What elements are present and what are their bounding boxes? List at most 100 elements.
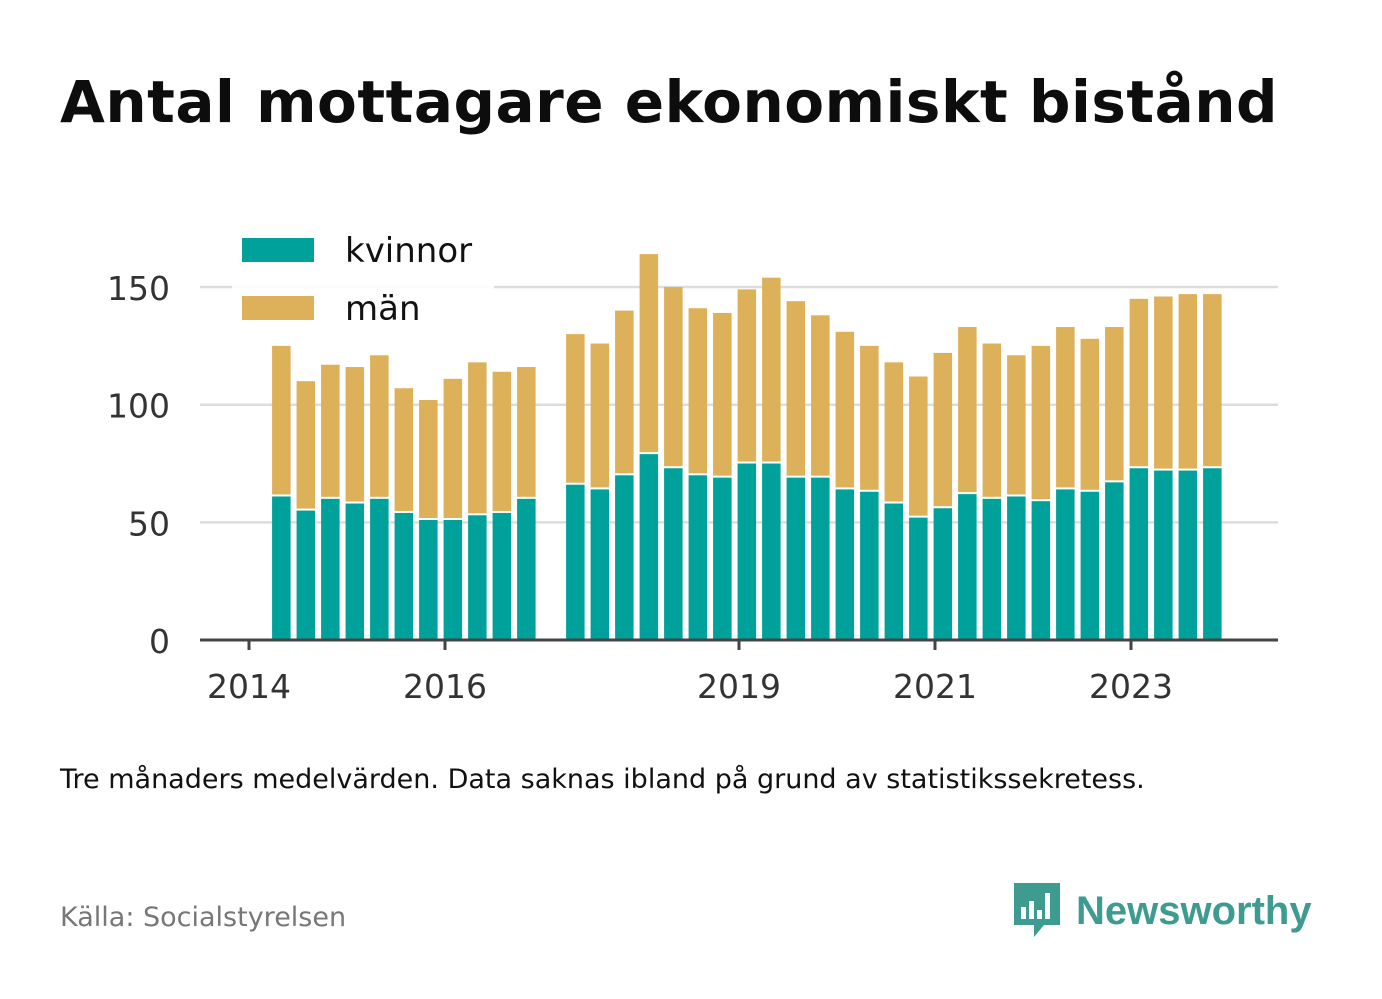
bar-kvinnor — [688, 475, 708, 640]
bar-kvinnor — [811, 477, 830, 640]
bar-man — [272, 345, 291, 495]
bar-man — [1154, 296, 1173, 469]
bar-man — [443, 378, 463, 518]
bar-kvinnor — [370, 498, 389, 640]
bar-man — [982, 343, 1002, 497]
y-tick-label-50: 50 — [128, 504, 170, 543]
bar-kvinnor — [786, 477, 806, 640]
bar-man — [321, 364, 340, 497]
bar-man — [1129, 298, 1149, 467]
chart-title: Antal mottagare ekonomiskt bistånd — [60, 68, 1279, 136]
bar-man — [394, 388, 414, 511]
y-axis-tick-labels: 0 50 100 150 — [107, 269, 170, 661]
bar-kvinnor — [272, 496, 291, 640]
bar-man — [370, 355, 389, 497]
bar-kvinnor — [492, 512, 512, 640]
bar-kvinnor — [884, 503, 904, 640]
bar-kvinnor — [860, 491, 879, 640]
bar-kvinnor — [664, 468, 683, 640]
bar-kvinnor — [468, 515, 487, 640]
bar-kvinnor — [1203, 468, 1222, 640]
bar-man — [345, 367, 365, 502]
bar-kvinnor — [615, 475, 634, 640]
x-tick-label-2023: 2023 — [1089, 667, 1173, 706]
y-tick-label-150: 150 — [107, 269, 170, 308]
bar-man — [615, 310, 634, 474]
bar-kvinnor — [958, 494, 977, 640]
bar-man — [933, 352, 953, 507]
bar-kvinnor — [517, 498, 536, 640]
bar-kvinnor — [1031, 501, 1051, 640]
bar-man — [786, 301, 806, 476]
bar-kvinnor — [933, 508, 953, 640]
legend-label-kvinnor: kvinnor — [345, 231, 472, 271]
bar-kvinnor — [1129, 468, 1149, 640]
bar-man — [737, 289, 757, 462]
bar-man — [958, 327, 977, 493]
bar-man — [909, 376, 928, 516]
bar-man — [468, 362, 487, 514]
bar-kvinnor — [737, 463, 757, 640]
bar-man — [1178, 294, 1198, 469]
bar-kvinnor — [1056, 489, 1075, 640]
legend-swatch-man — [242, 296, 314, 320]
bar-kvinnor — [909, 517, 928, 640]
bar-kvinnor — [1154, 470, 1173, 640]
bar-man — [664, 287, 683, 467]
bar-man — [884, 362, 904, 502]
bar-kvinnor — [566, 484, 585, 640]
bar-chart: 0 50 100 150 2014 2016 2019 2021 2023 kvinnor m… — [107, 222, 1278, 706]
bar-man — [713, 312, 732, 476]
bar-kvinnor — [639, 454, 659, 640]
bar-kvinnor — [296, 510, 316, 640]
bar-kvinnor — [345, 503, 365, 640]
legend-label-man: män — [345, 289, 421, 329]
bar-kvinnor — [835, 489, 855, 640]
bar-man — [1203, 294, 1222, 467]
bar-man — [1056, 327, 1075, 488]
bar-man — [835, 331, 855, 488]
bar-man — [860, 345, 879, 490]
bar-man — [1080, 338, 1100, 490]
bar-man — [492, 371, 512, 511]
bar-kvinnor — [394, 512, 414, 640]
bar-kvinnor — [443, 520, 463, 640]
bar-kvinnor — [590, 489, 610, 640]
bar-kvinnor — [982, 498, 1002, 640]
bar-man — [517, 367, 536, 497]
y-tick-label-100: 100 — [107, 387, 170, 426]
bar-kvinnor — [1105, 482, 1124, 640]
bar-man — [639, 254, 659, 453]
legend-swatch-kvinnor — [242, 238, 314, 262]
bar-man — [1105, 327, 1124, 481]
x-tick-label-2014: 2014 — [207, 667, 291, 706]
x-tick-label-2019: 2019 — [697, 667, 781, 706]
newsworthy-brand[interactable]: Newsworthy — [1012, 880, 1312, 942]
bar-kvinnor — [419, 520, 438, 640]
bar-kvinnor — [713, 477, 732, 640]
bar-man — [1031, 345, 1051, 500]
newsworthy-logo-icon — [1014, 883, 1060, 937]
x-tick-label-2016: 2016 — [403, 667, 487, 706]
x-tick-label-2021: 2021 — [893, 667, 977, 706]
bar-man — [590, 343, 610, 488]
bar-man — [762, 277, 781, 462]
bar-man — [566, 334, 585, 483]
chart-note: Tre månaders medelvärden. Data saknas ib… — [60, 764, 1145, 795]
bar-man — [296, 381, 316, 509]
source-label: Källa: Socialstyrelsen — [60, 902, 347, 933]
bar-kvinnor — [1178, 470, 1198, 640]
bar-man — [688, 308, 708, 474]
bar-man — [811, 315, 830, 476]
bar-kvinnor — [1080, 491, 1100, 640]
bar-man — [419, 400, 438, 518]
bars — [272, 254, 1222, 640]
bar-kvinnor — [762, 463, 781, 640]
bar-kvinnor — [321, 498, 340, 640]
legend: kvinnor män — [232, 222, 494, 334]
bar-man — [1007, 355, 1026, 495]
bar-kvinnor — [1007, 496, 1026, 640]
y-tick-label-0: 0 — [149, 622, 170, 661]
x-axis: 2014 2016 2019 2021 2023 — [200, 638, 1278, 706]
brand-name: Newsworthy — [1076, 888, 1312, 933]
